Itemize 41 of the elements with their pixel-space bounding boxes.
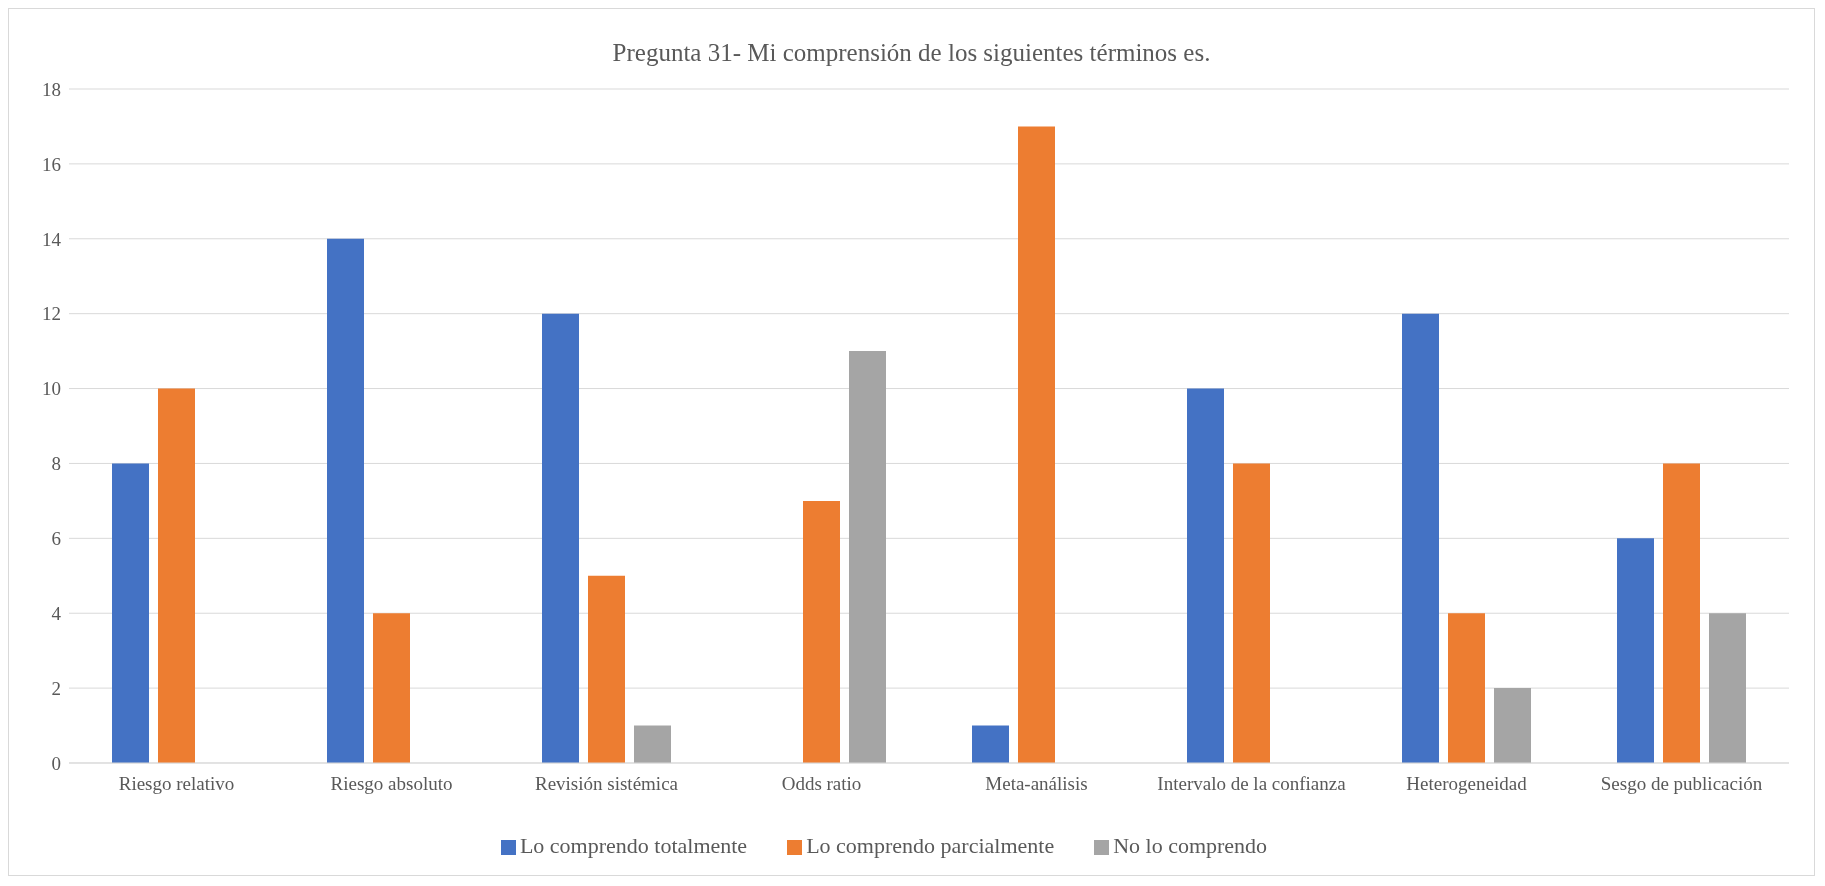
legend-label: Lo comprendo totalmente — [519, 833, 748, 858]
y-tick-label: 2 — [51, 677, 61, 699]
y-tick-label: 14 — [42, 228, 62, 250]
bar — [972, 725, 1009, 763]
bar — [542, 313, 579, 763]
y-tick-label: 8 — [51, 453, 61, 475]
y-tick-label: 6 — [51, 528, 61, 550]
chart-title: Pregunta 31- Mi comprensión de los siguientes términos es. — [611, 38, 1212, 68]
y-tick-label: 10 — [42, 378, 61, 400]
bar — [849, 351, 886, 763]
bar — [1709, 613, 1746, 763]
bar — [1494, 688, 1531, 763]
bar — [803, 500, 840, 763]
bar — [1233, 463, 1270, 763]
x-tick-label: Heterogeneidad — [1406, 773, 1528, 795]
y-tick-label: 4 — [51, 602, 62, 624]
bar — [158, 388, 195, 763]
x-tick-label: Riesgo relativo — [118, 773, 235, 795]
y-tick-label: 12 — [42, 303, 61, 325]
bar — [1402, 313, 1439, 763]
x-tick-label: Riesgo absoluto — [330, 773, 453, 795]
y-tick-label: 0 — [51, 752, 61, 774]
legend-label: No lo comprendo — [1113, 833, 1268, 858]
bar — [588, 575, 625, 763]
bar — [373, 613, 410, 763]
y-tick-label: 18 — [42, 78, 61, 100]
legend-label: Lo comprendo parcialmente — [806, 833, 1055, 858]
bar — [1617, 538, 1654, 763]
bar — [1663, 463, 1700, 763]
bar — [634, 725, 671, 763]
x-tick-label: Meta-análisis — [985, 773, 1088, 795]
x-tick-label: Revisión sistémica — [534, 773, 679, 795]
bar — [327, 238, 364, 763]
bar — [112, 463, 149, 763]
bar — [1187, 388, 1224, 763]
x-tick-label: Odds ratio — [781, 773, 862, 795]
y-tick-label: 16 — [42, 153, 61, 175]
x-tick-label: Intervalo de la confianza — [1157, 773, 1347, 795]
bar — [1448, 613, 1485, 763]
x-tick-label: Sesgo de publicación — [1600, 773, 1763, 795]
bar — [1018, 126, 1055, 763]
